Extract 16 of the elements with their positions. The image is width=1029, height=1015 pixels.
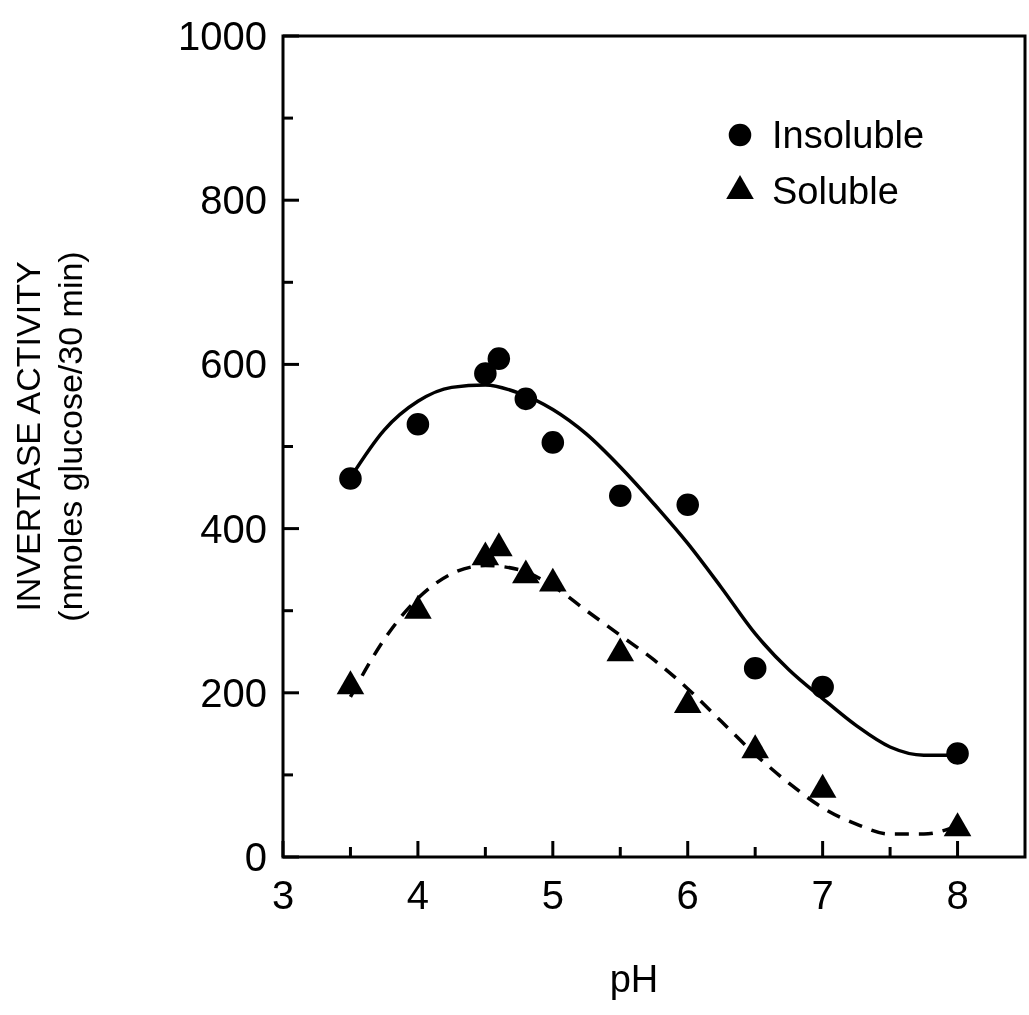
x-tick-label: 4 [406, 873, 430, 917]
x-tick-label: 6 [676, 873, 699, 917]
y-tick-label: 800 [200, 178, 267, 223]
x-tick-label: 5 [541, 873, 564, 917]
y-tick-label: 1000 [178, 14, 267, 58]
x-tick-label: 7 [811, 873, 834, 917]
legend-label: Insoluble [772, 114, 925, 156]
y-tick-label: 0 [244, 835, 267, 879]
y-tick-label: 400 [200, 506, 267, 551]
x-tick-label: 8 [946, 873, 969, 917]
y-tick-label: 600 [200, 342, 267, 387]
y-tick-label: 200 [200, 670, 267, 715]
legend-label: Soluble [772, 170, 899, 212]
x-axis-title: pH [609, 958, 659, 1000]
x-tick-label: 3 [271, 873, 295, 917]
y-axis-title: INVERTASE ACTIVITY (nmoles glucose/30 min) [9, 251, 89, 622]
